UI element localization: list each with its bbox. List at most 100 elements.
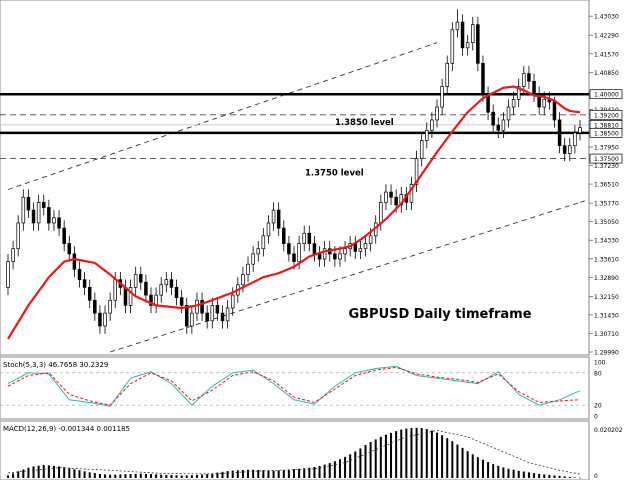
- macd-bar: [114, 474, 117, 478]
- candle: [568, 137, 572, 162]
- macd-bar: [553, 475, 556, 478]
- candle: [93, 292, 97, 321]
- price-tick: 1.37500: [589, 153, 623, 164]
- macd-bar: [308, 467, 311, 478]
- macd-bar: [104, 474, 107, 478]
- macd-bar: [231, 470, 234, 478]
- price-tick-label: 1.40850: [594, 70, 619, 77]
- price-tick: 1.40850: [589, 70, 619, 77]
- macd-bar: [78, 470, 81, 478]
- candle: [271, 202, 276, 231]
- macd-bar: [185, 475, 188, 478]
- candle: [511, 91, 516, 115]
- macd-bar: [165, 474, 168, 478]
- candle: [200, 292, 204, 321]
- candle: [425, 122, 429, 149]
- macd-bar: [88, 472, 91, 478]
- candle: [307, 225, 312, 252]
- price-tick: 1.42290: [589, 33, 619, 40]
- macd-bar: [211, 473, 214, 478]
- stoch-tick-label: 20: [594, 403, 602, 410]
- candle: [578, 119, 582, 141]
- candle: [149, 287, 153, 314]
- candle: [251, 246, 255, 272]
- macd-bar: [364, 445, 367, 478]
- macd-bar: [395, 431, 398, 478]
- macd-bar: [12, 473, 15, 478]
- candle: [440, 78, 444, 115]
- macd-bar: [507, 468, 510, 478]
- candle: [470, 16, 475, 51]
- price-tick-label: 1.35050: [594, 219, 619, 226]
- main-price-panel: 1.3850 level 1.3750 level GBPUSD Daily ti…: [0, 0, 623, 357]
- macd-bar: [441, 435, 444, 478]
- price-tick-label: 1.35770: [594, 201, 619, 208]
- candle: [21, 189, 26, 231]
- macd-bar: [313, 466, 316, 478]
- candle: [322, 240, 327, 267]
- candle: [139, 266, 143, 290]
- macd-bar: [527, 472, 530, 478]
- chart-title: GBPUSD Daily timeframe: [348, 307, 531, 322]
- candle: [133, 266, 138, 296]
- macd-bar: [497, 465, 500, 478]
- macd-bar: [318, 465, 321, 478]
- candle: [532, 73, 536, 102]
- macd-bar: [195, 474, 198, 478]
- price-tick-label: 1.37500: [594, 156, 619, 163]
- candle: [82, 271, 87, 296]
- macd-bar: [7, 475, 9, 478]
- stoch-panel-border: [0, 356, 590, 420]
- price-tick: 1.37230: [589, 163, 619, 170]
- price-tick-label: 1.33610: [594, 256, 619, 263]
- macd-bar: [502, 467, 505, 478]
- macd-panel: MACD(12,26,9) -0.001344 0.001185 0.02020…: [0, 420, 623, 480]
- candle: [409, 176, 414, 211]
- candle: [98, 305, 102, 334]
- candle: [41, 194, 46, 216]
- candle: [144, 274, 148, 303]
- macd-bar: [17, 471, 20, 478]
- candle: [516, 78, 521, 108]
- macd-bar: [492, 464, 495, 478]
- candle: [87, 279, 92, 308]
- stoch-guides: [0, 372, 589, 406]
- macd-bar: [538, 473, 541, 478]
- candle: [389, 184, 393, 205]
- macd-bar: [563, 476, 566, 478]
- candle: [210, 297, 215, 329]
- candle: [205, 305, 209, 329]
- stoch-axis: 100 80 20 0: [594, 360, 606, 421]
- macd-bar: [262, 470, 265, 478]
- macd-bar: [430, 430, 433, 478]
- candle: [256, 240, 261, 262]
- candle: [52, 210, 56, 231]
- price-tick-label: 1.32150: [594, 294, 619, 301]
- candle: [215, 297, 220, 321]
- macd-histogram: [7, 427, 581, 479]
- price-tick: 1.38500: [589, 127, 623, 138]
- candle: [47, 199, 51, 231]
- stoch-tick-label: 0: [594, 414, 598, 421]
- stoch-main-line: [7, 365, 581, 407]
- trend-lines: [7, 42, 590, 353]
- macd-bar: [139, 473, 142, 478]
- candle: [491, 104, 495, 133]
- macd-bar: [522, 471, 525, 478]
- candle: [108, 292, 112, 321]
- macd-bar: [323, 464, 326, 478]
- macd-bar: [298, 468, 301, 478]
- macd-bar: [436, 432, 438, 478]
- candle: [562, 137, 567, 162]
- macd-bar: [129, 474, 132, 478]
- price-axis: 1.430301.422901.415701.408501.400001.394…: [589, 14, 623, 357]
- candle: [384, 184, 388, 211]
- macd-bar: [221, 471, 224, 478]
- macd-title: MACD(12,26,9) -0.001344 0.001185: [3, 425, 130, 433]
- stoch-title: Stoch(5,3,3) 46.7658 30.2329: [3, 361, 108, 369]
- candle: [36, 194, 41, 231]
- macd-bar: [384, 434, 387, 478]
- candle: [557, 112, 562, 154]
- candle: [460, 14, 465, 56]
